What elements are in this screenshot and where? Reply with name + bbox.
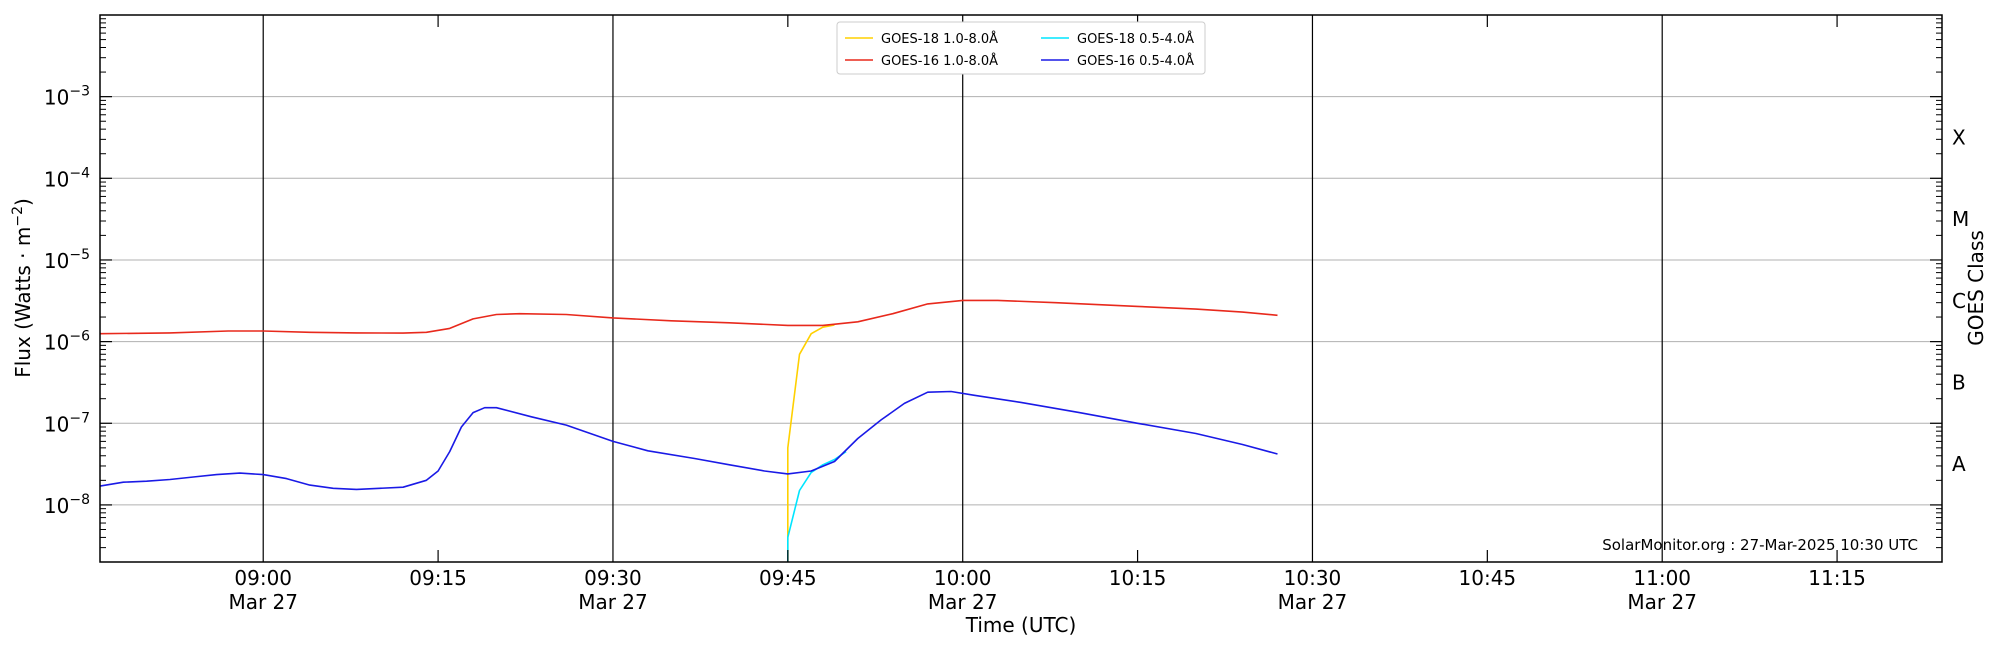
y-tick-base: 10 <box>44 249 69 273</box>
x-tick-date-label: Mar 27 <box>1627 590 1697 614</box>
y-tick-label: 10−6 <box>44 329 90 355</box>
y-tick-exponent: −3 <box>69 84 90 100</box>
y-tick-exponent: −8 <box>69 492 90 508</box>
y-tick-exponent: −6 <box>69 329 90 345</box>
x-tick-label: 10:45 <box>1459 566 1517 590</box>
x-tick-label: 09:00 <box>234 566 292 590</box>
plot-frame <box>99 14 1943 563</box>
goes-class-label: C <box>1952 289 1966 313</box>
y-axis-label: Flux (Watts · m−2) <box>10 198 35 378</box>
goes-class-label: B <box>1952 370 1966 394</box>
x-tick-date-label: Mar 27 <box>578 590 648 614</box>
x-tick-label: 11:00 <box>1633 566 1691 590</box>
y-tick-label: 10−5 <box>44 247 90 273</box>
series-lines <box>99 299 1278 562</box>
y-tick-label: 10−8 <box>44 492 90 518</box>
y-tick-exponent: −4 <box>69 165 90 181</box>
y-tick-label: 10−7 <box>44 410 90 436</box>
x-tick-label: 10:00 <box>934 566 992 590</box>
y-axis-label-text: Flux (Watts · m <box>11 227 35 378</box>
series-line <box>99 299 1278 335</box>
y-tick-base: 10 <box>44 331 69 355</box>
legend-entry-label: GOES-18 1.0-8.0Å <box>881 31 998 47</box>
goes-class-label: M <box>1952 207 1969 231</box>
y-tick-base: 10 <box>44 167 69 191</box>
y-tick-label: 10−3 <box>44 84 90 110</box>
legend-box <box>836 21 1206 75</box>
y-axis-label-close: ) <box>11 198 35 206</box>
goes-class-label: A <box>1952 452 1966 476</box>
x-tick-date-label: Mar 27 <box>928 590 998 614</box>
y-tick-base: 10 <box>44 412 69 436</box>
x-tick-date-label: Mar 27 <box>228 590 298 614</box>
y-tick-exponent: −7 <box>69 410 90 426</box>
credit-text: SolarMonitor.org : 27-Mar-2025 10:30 UTC <box>1602 536 1918 554</box>
legend-entry-label: GOES-16 1.0-8.0Å <box>881 53 998 69</box>
series-line <box>786 324 835 562</box>
x-tick-label: 09:30 <box>584 566 642 590</box>
x-tick-date-label: Mar 27 <box>1278 590 1348 614</box>
y-tick-base: 10 <box>44 86 69 110</box>
grid-lines <box>100 15 1942 562</box>
y-tick-label: 10−4 <box>44 165 90 191</box>
x-tick-label: 10:30 <box>1284 566 1342 590</box>
x-tick-label: 09:15 <box>409 566 467 590</box>
y-tick-base: 10 <box>44 494 69 518</box>
x-tick-label: 11:15 <box>1808 566 1866 590</box>
x-tick-label: 10:15 <box>1109 566 1167 590</box>
series-line <box>786 450 847 562</box>
x-axis-label: Time (UTC) <box>965 613 1077 637</box>
x-tick-label: 09:45 <box>759 566 817 590</box>
goes-class-axis-label: GOES Class <box>1964 230 1988 346</box>
y-tick-exponent: −5 <box>69 247 90 263</box>
legend-entry-label: GOES-18 0.5-4.0Å <box>1077 31 1194 47</box>
goes-class-label: X <box>1952 126 1966 150</box>
legend: GOES-18 1.0-8.0Å GOES-18 0.5-4.0Å GOES-16 … <box>836 21 1206 75</box>
legend-entry-label: GOES-16 0.5-4.0Å <box>1077 53 1194 69</box>
series-line <box>99 390 1278 491</box>
y-axis-label-exponent: −2 <box>10 206 26 227</box>
